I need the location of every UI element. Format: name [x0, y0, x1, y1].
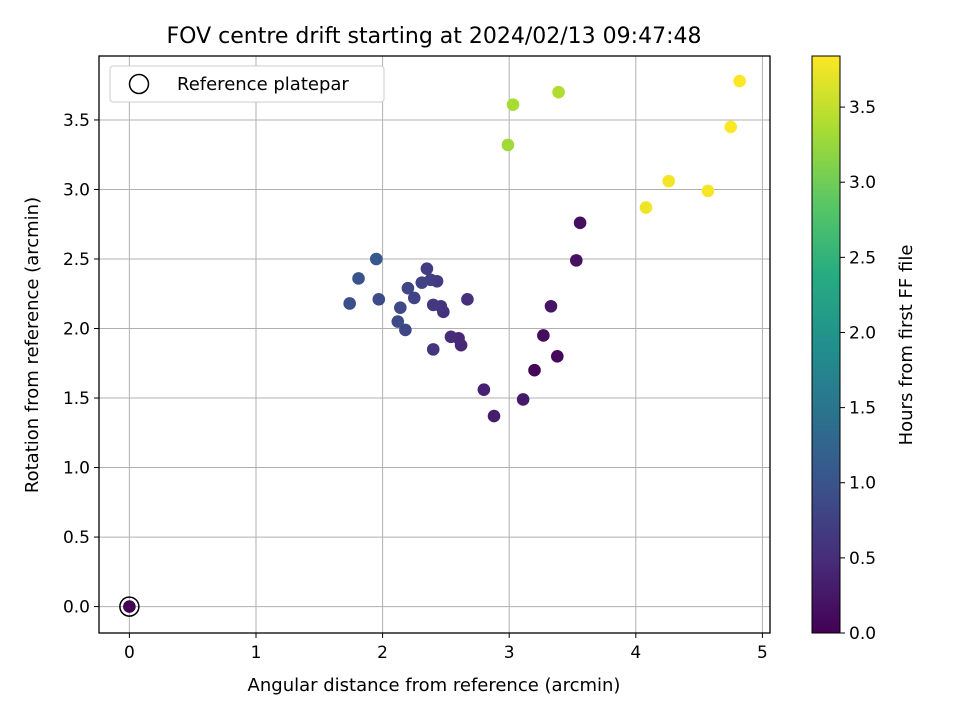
- scatter-point: [391, 315, 405, 328]
- scatter-point: [544, 299, 558, 313]
- scatter-point: [552, 85, 565, 99]
- scatter-point: [501, 138, 515, 152]
- scatter-point: [537, 329, 550, 342]
- y-tick-label: 2.5: [63, 250, 90, 270]
- scatter-point: [701, 184, 715, 198]
- scatter-point: [573, 216, 587, 230]
- reference-marker: [119, 596, 140, 617]
- y-axis-label: Rotation from reference (arcmin): [22, 197, 43, 493]
- scatter-point: [372, 293, 386, 306]
- scatter-point: [415, 276, 429, 289]
- scatter-point: [399, 323, 412, 337]
- x-tick-label: 0: [124, 643, 135, 663]
- colorbar-gradient: [811, 55, 841, 634]
- data-points: [123, 74, 746, 613]
- scatter-point: [662, 174, 676, 188]
- scatter-point: [343, 297, 356, 310]
- y-tick-label: 1.5: [63, 389, 90, 409]
- colorbar: 0.0 0.5 1.0 1.5 2.0 2.5 3.0 3.5 Hours from firs…: [811, 55, 917, 644]
- scatter-point: [551, 350, 564, 363]
- scatter-point: [420, 262, 434, 276]
- scatter-point: [407, 291, 421, 305]
- grid-lines: [99, 56, 770, 633]
- chart-title: FOV centre drift starting at 2024/02/13 …: [167, 24, 702, 49]
- plot-frame: [98, 55, 771, 634]
- y-tick-label: 2.0: [63, 320, 90, 340]
- x-tick-label: 3: [504, 643, 515, 663]
- x-axis-ticks: 0 1 2 3 4 5: [124, 633, 768, 663]
- colorbar-tick-label: 0.0: [849, 624, 876, 644]
- scatter-point: [487, 409, 501, 423]
- legend-box: [109, 65, 385, 103]
- scatter-point: [369, 252, 383, 266]
- scatter-point: [506, 98, 520, 111]
- legend-open-circle-icon: [128, 73, 150, 95]
- x-tick-label: 1: [251, 643, 262, 663]
- colorbar-tick-label: 2.0: [849, 323, 876, 343]
- scatter-point: [733, 74, 746, 88]
- legend-label: Reference platepar: [177, 74, 349, 95]
- colorbar-tick-label: 3.5: [849, 98, 876, 118]
- colorbar-tick-label: 1.0: [849, 474, 876, 494]
- x-tick-label: 2: [377, 643, 388, 663]
- x-tick-label: 5: [757, 643, 768, 663]
- scatter-point: [444, 330, 458, 344]
- colorbar-label: Hours from first FF file: [896, 245, 917, 446]
- legend: Reference platepar: [109, 65, 385, 103]
- scatter-point: [426, 298, 440, 312]
- scatter-point: [401, 281, 415, 295]
- scatter-point: [516, 393, 530, 406]
- colorbar-tick-label: 1.5: [849, 399, 876, 419]
- y-tick-label: 1.0: [63, 459, 90, 479]
- y-axis-ticks: 0.0 0.5 1.0 1.5 2.0 2.5 3.0 3.5: [63, 111, 99, 618]
- reference-open-circle: [119, 596, 140, 617]
- colorbar-tick-label: 2.5: [849, 248, 876, 268]
- scatter-point: [724, 120, 738, 134]
- y-tick-label: 3.5: [63, 111, 90, 131]
- scatter-point: [477, 383, 491, 396]
- scatter-point: [639, 201, 653, 214]
- y-tick-label: 3.0: [63, 180, 90, 200]
- colorbar-ticks: 0.0 0.5 1.0 1.5 2.0 2.5 3.0 3.5: [840, 98, 876, 644]
- colorbar-tick-label: 3.0: [849, 173, 876, 193]
- scatter-point: [569, 254, 583, 267]
- scatter-point: [426, 343, 440, 356]
- x-axis-label: Angular distance from reference (arcmin): [248, 675, 621, 696]
- scatter-point: [352, 272, 365, 285]
- scatter-point: [123, 600, 136, 613]
- scatter-point: [461, 293, 474, 306]
- x-tick-label: 4: [630, 643, 641, 663]
- y-tick-label: 0.0: [63, 598, 90, 618]
- scatter-point: [528, 363, 541, 377]
- colorbar-tick-label: 0.5: [849, 549, 876, 569]
- y-tick-label: 0.5: [63, 528, 90, 548]
- scatter-point: [394, 301, 407, 314]
